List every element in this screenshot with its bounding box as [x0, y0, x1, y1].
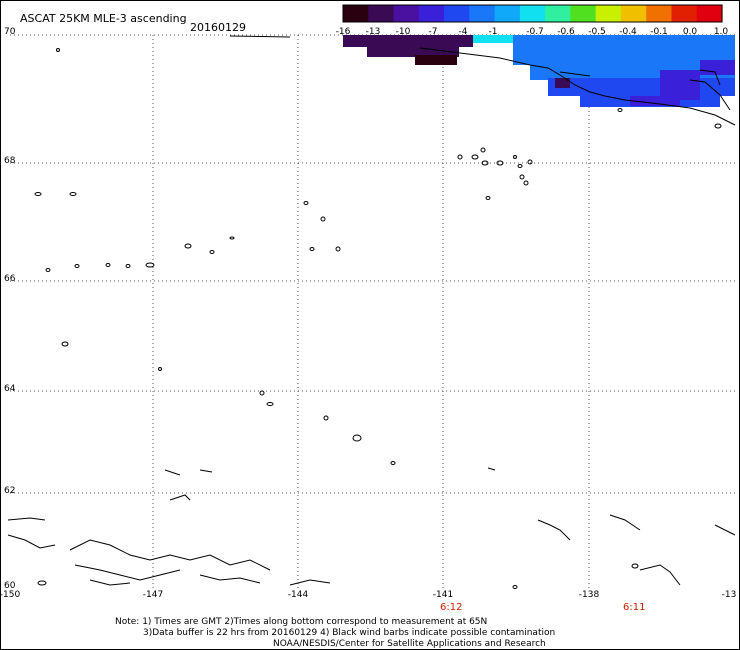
colorbar-label: -0.7 — [526, 27, 544, 37]
colorbar-label: -0.5 — [588, 27, 606, 37]
colorbar-label: -13 — [365, 27, 381, 37]
note-line: Note: 1) Times are GMT 2)Times along bot… — [115, 617, 488, 627]
colorbar-swatch — [368, 5, 395, 22]
lon-label: -150 — [0, 590, 21, 600]
lon-label: -147 — [142, 590, 164, 600]
lon-label: -141 — [432, 590, 454, 600]
colorbar-swatch — [696, 5, 723, 22]
colorbar-swatch — [595, 5, 622, 22]
colorbar-label: 1.0 — [713, 27, 729, 37]
colorbar-label: -16 — [335, 27, 351, 37]
colorbar-swatch — [570, 5, 597, 22]
colorbar-swatch — [646, 5, 673, 22]
lon-label: -144 — [287, 590, 309, 600]
colorbar-border — [342, 4, 723, 23]
lat-label: 66 — [4, 274, 16, 284]
wind-data-swath — [343, 35, 735, 107]
colorbar-label: -10 — [395, 27, 411, 37]
colorbar-label: -0.6 — [557, 27, 575, 37]
colorbar-label: -0.1 — [650, 27, 668, 37]
colorbar-swatch — [418, 5, 445, 22]
time-label: 6:11 — [623, 602, 646, 613]
colorbar-label: -0.4 — [619, 27, 637, 37]
note-line: 3)Data buffer is 22 hrs from 20160129 4)… — [143, 628, 556, 638]
colorbar-swatch — [494, 5, 521, 22]
colorbar-swatch — [393, 5, 420, 22]
colorbar-label: -4 — [458, 27, 468, 37]
colorbar-swatch — [671, 5, 698, 22]
colorbar-label: -1 — [488, 27, 498, 37]
colorbar-swatch — [620, 5, 647, 22]
lat-label: 64 — [4, 384, 16, 394]
map-date: 20160129 — [190, 21, 246, 34]
colorbar-swatch — [343, 5, 369, 22]
colorbar-swatch — [469, 5, 496, 22]
graticule — [10, 34, 735, 588]
map-title: ASCAT 25KM MLE-3 ascending — [20, 12, 187, 25]
time-label: 6:12 — [440, 602, 463, 613]
coastlines — [7, 35, 736, 586]
lat-label: 68 — [4, 156, 16, 166]
lat-label: 70 — [4, 27, 16, 37]
note-line: NOAA/NESDIS/Center for Satellite Applica… — [273, 639, 546, 649]
colorbar-label: -7 — [428, 27, 438, 37]
lat-label: 62 — [4, 486, 16, 496]
colorbar-swatch — [545, 5, 571, 22]
colorbar-swatch — [519, 5, 546, 22]
colorbar-swatch — [444, 5, 470, 22]
lat-label: 60 — [4, 581, 16, 591]
colorbar — [342, 4, 723, 23]
islands — [34, 48, 722, 589]
lon-label: -13 — [721, 590, 737, 600]
colorbar-label: 0.0 — [682, 27, 698, 37]
lon-label: -138 — [578, 590, 600, 600]
